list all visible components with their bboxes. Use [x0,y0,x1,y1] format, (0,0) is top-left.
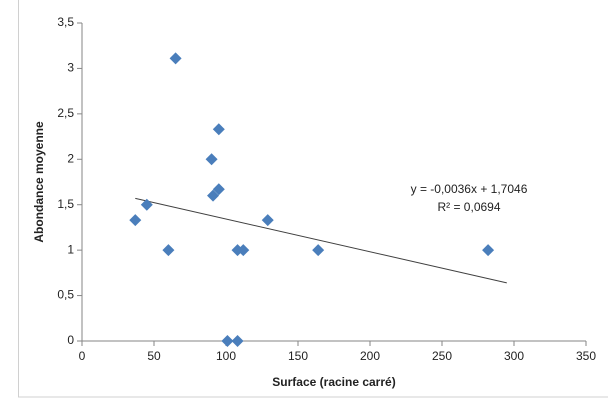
point [205,153,218,166]
y-tick-label: 0 [67,333,74,347]
y-tick-label: 3,5 [57,15,74,29]
x-tick-label: 0 [79,349,86,363]
point [237,244,250,257]
point [312,244,325,257]
y-tick-label: 1,5 [57,197,74,211]
x-axis-label: Surface (racine carré) [272,375,395,389]
y-axis-label: Abondance moyenne [32,121,46,243]
point [169,52,182,65]
point [212,123,225,136]
point [261,214,274,227]
y-tick-label: 2 [67,151,74,165]
trend-r2: R² = 0,0694 [437,200,500,214]
x-tick-label: 200 [360,349,380,363]
x-tick-label: 100 [216,349,236,363]
trend-equation: y = -0,0036x + 1,7046 [411,182,528,196]
point [162,244,175,257]
point [231,335,244,347]
x-tick-label: 350 [576,349,596,363]
x-tick-label: 150 [288,349,308,363]
y-tick-label: 0,5 [57,288,74,302]
point [212,183,225,196]
point [221,335,234,347]
y-tick-label: 2,5 [57,106,74,120]
x-tick-label: 250 [432,349,452,363]
point [207,189,220,202]
x-tick-label: 300 [504,349,524,363]
y-tick-label: 3 [67,61,74,75]
point [129,214,142,227]
x-tick-label: 50 [147,349,161,363]
point [140,198,153,211]
trendline [135,197,507,284]
chart-frame [18,0,608,398]
y-tick-label: 1 [67,242,74,256]
point [482,244,495,257]
